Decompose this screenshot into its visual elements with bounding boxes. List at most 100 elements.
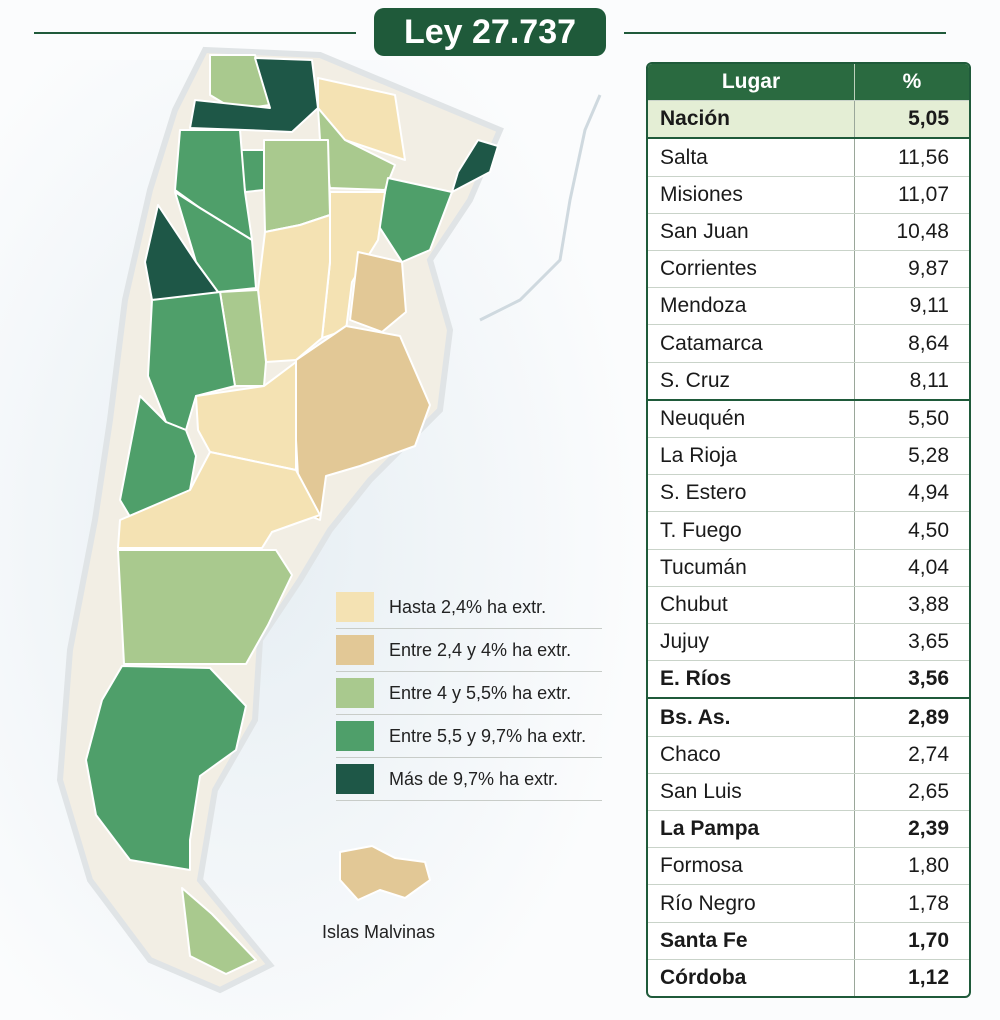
value-cell: 1,12 [908, 965, 949, 989]
provinces [85, 54, 499, 975]
table-row: Nación 5,05 [648, 100, 969, 138]
value-cell: 4,94 [908, 481, 949, 505]
value-cell: 11,07 [898, 182, 949, 206]
table-row: Córdoba 1,12 [648, 958, 969, 996]
value-cell: 4,50 [908, 518, 949, 542]
value-cell: 5,05 [908, 107, 949, 131]
place-cell: San Juan [648, 213, 855, 251]
table-row: Corrientes 9,87 [648, 250, 969, 288]
table-row: Santa Fe 1,70 [648, 921, 969, 959]
place-cell: E. Ríos [648, 661, 855, 698]
legend-swatch [336, 635, 374, 665]
place-cell: La Pampa [648, 811, 855, 848]
legend-swatch [336, 592, 374, 622]
neuquen [119, 395, 197, 521]
legend-label: Más de 9,7% ha extr. [389, 768, 559, 789]
table-row: Salta 11,56 [648, 137, 969, 176]
legend-item: Entre 5,5 y 9,7% ha extr. [336, 715, 602, 758]
legend-swatch [336, 764, 374, 794]
table-row: La Pampa 2,39 [648, 810, 969, 848]
place-cell: Misiones [648, 176, 855, 213]
place-cell: Corrientes [648, 251, 855, 288]
table-row: S. Estero 4,94 [648, 474, 969, 512]
place-cell: Tucumán [648, 549, 855, 586]
table-row: Tucumán 4,04 [648, 548, 969, 586]
value-cell: 4,04 [908, 555, 949, 579]
table-row: Misiones 11,07 [648, 175, 969, 213]
legend-item: Más de 9,7% ha extr. [336, 758, 602, 801]
map [0, 46, 640, 1020]
formosa [317, 77, 406, 161]
place-cell: S. Cruz [648, 362, 855, 399]
value-cell: 5,28 [908, 444, 949, 468]
table-row: Río Negro 1,78 [648, 884, 969, 922]
mendoza [147, 291, 236, 431]
value-cell: 3,65 [908, 630, 949, 654]
tierra-del-fuego [181, 887, 257, 975]
value-cell: 10,48 [896, 219, 949, 243]
value-cell: 3,88 [908, 592, 949, 616]
header-cell: Lugar [648, 64, 855, 101]
place-cell: Jujuy [648, 624, 855, 661]
place-cell: Santa Fe [648, 922, 855, 959]
table-row: San Luis 2,65 [648, 772, 969, 811]
value-cell: 2,89 [908, 705, 949, 729]
table-header: Lugar% [648, 64, 969, 101]
table-row: Formosa 1,80 [648, 847, 969, 885]
table-row: T. Fuego 4,50 [648, 511, 969, 549]
santa-cruz [85, 665, 247, 871]
table-row: Catamarca 8,64 [648, 324, 969, 362]
place-cell: Formosa [648, 848, 855, 885]
legend-label: Entre 4 y 5,5% ha extr. [389, 682, 572, 703]
value-cell: 1,80 [908, 854, 949, 878]
map-label: Islas Malvinas [322, 922, 436, 942]
legend-label: Hasta 2,4% ha extr. [389, 596, 547, 617]
table-row: Mendoza 9,11 [648, 287, 969, 325]
place-cell: Chaco [648, 736, 855, 773]
legend-item: Entre 2,4 y 4% ha extr. [336, 629, 602, 672]
legend-item: Hasta 2,4% ha extr. [336, 586, 602, 629]
value-cell: 11,56 [898, 145, 949, 169]
legend-label: Entre 5,5 y 9,7% ha extr. [389, 725, 587, 746]
place-cell: T. Fuego [648, 512, 855, 549]
place-cell: Córdoba [648, 959, 855, 996]
rio-negro [117, 451, 321, 549]
header-cell: % [902, 70, 922, 94]
table-row: Bs. As. 2,89 [648, 697, 969, 736]
title: Ley 27.737 [374, 8, 606, 56]
table-row: Jujuy 3,65 [648, 623, 969, 661]
cordoba [257, 214, 331, 363]
place-cell: Mendoza [648, 288, 855, 325]
value-cell: 9,87 [908, 257, 949, 281]
place-cell: Nación [648, 101, 855, 138]
value-cell: 8,64 [908, 331, 949, 355]
value-cell: 1,70 [908, 928, 949, 952]
legend-swatch [336, 721, 374, 751]
table-row: Chubut 3,88 [648, 585, 969, 624]
table-row: Chaco 2,74 [648, 735, 969, 773]
entre-rios [349, 251, 407, 333]
value-cell: 2,39 [908, 817, 949, 841]
place-cell: Catamarca [648, 325, 855, 362]
place-cell: Chubut [648, 586, 855, 624]
value-cell: 2,74 [908, 742, 949, 766]
legend-item: Entre 4 y 5,5% ha extr. [336, 672, 602, 715]
table-row: San Juan 10,48 [648, 212, 969, 251]
place-cell: Neuquén [648, 400, 855, 438]
value-cell: 3,56 [908, 667, 949, 691]
place-cell: Salta [648, 139, 855, 176]
value-cell: 8,11 [909, 368, 949, 392]
misiones [451, 139, 499, 193]
place-cell: Bs. As. [648, 699, 855, 736]
table-row: S. Cruz 8,11 [648, 361, 969, 399]
legend-swatch [336, 678, 374, 708]
table: Lugar% Nación 5,05 Salta 11,56 Misiones 11,07 S… [646, 62, 971, 998]
value-cell: 2,65 [908, 779, 949, 803]
malvinas [339, 845, 431, 901]
table-row: E. Ríos 3,56 [648, 660, 969, 698]
value-cell: 5,50 [908, 406, 949, 430]
place-cell: San Luis [648, 773, 855, 811]
legend: Hasta 2,4% ha extr. Entre 2,4 y 4% ha ext… [336, 586, 602, 801]
place-cell: Río Negro [648, 885, 855, 922]
